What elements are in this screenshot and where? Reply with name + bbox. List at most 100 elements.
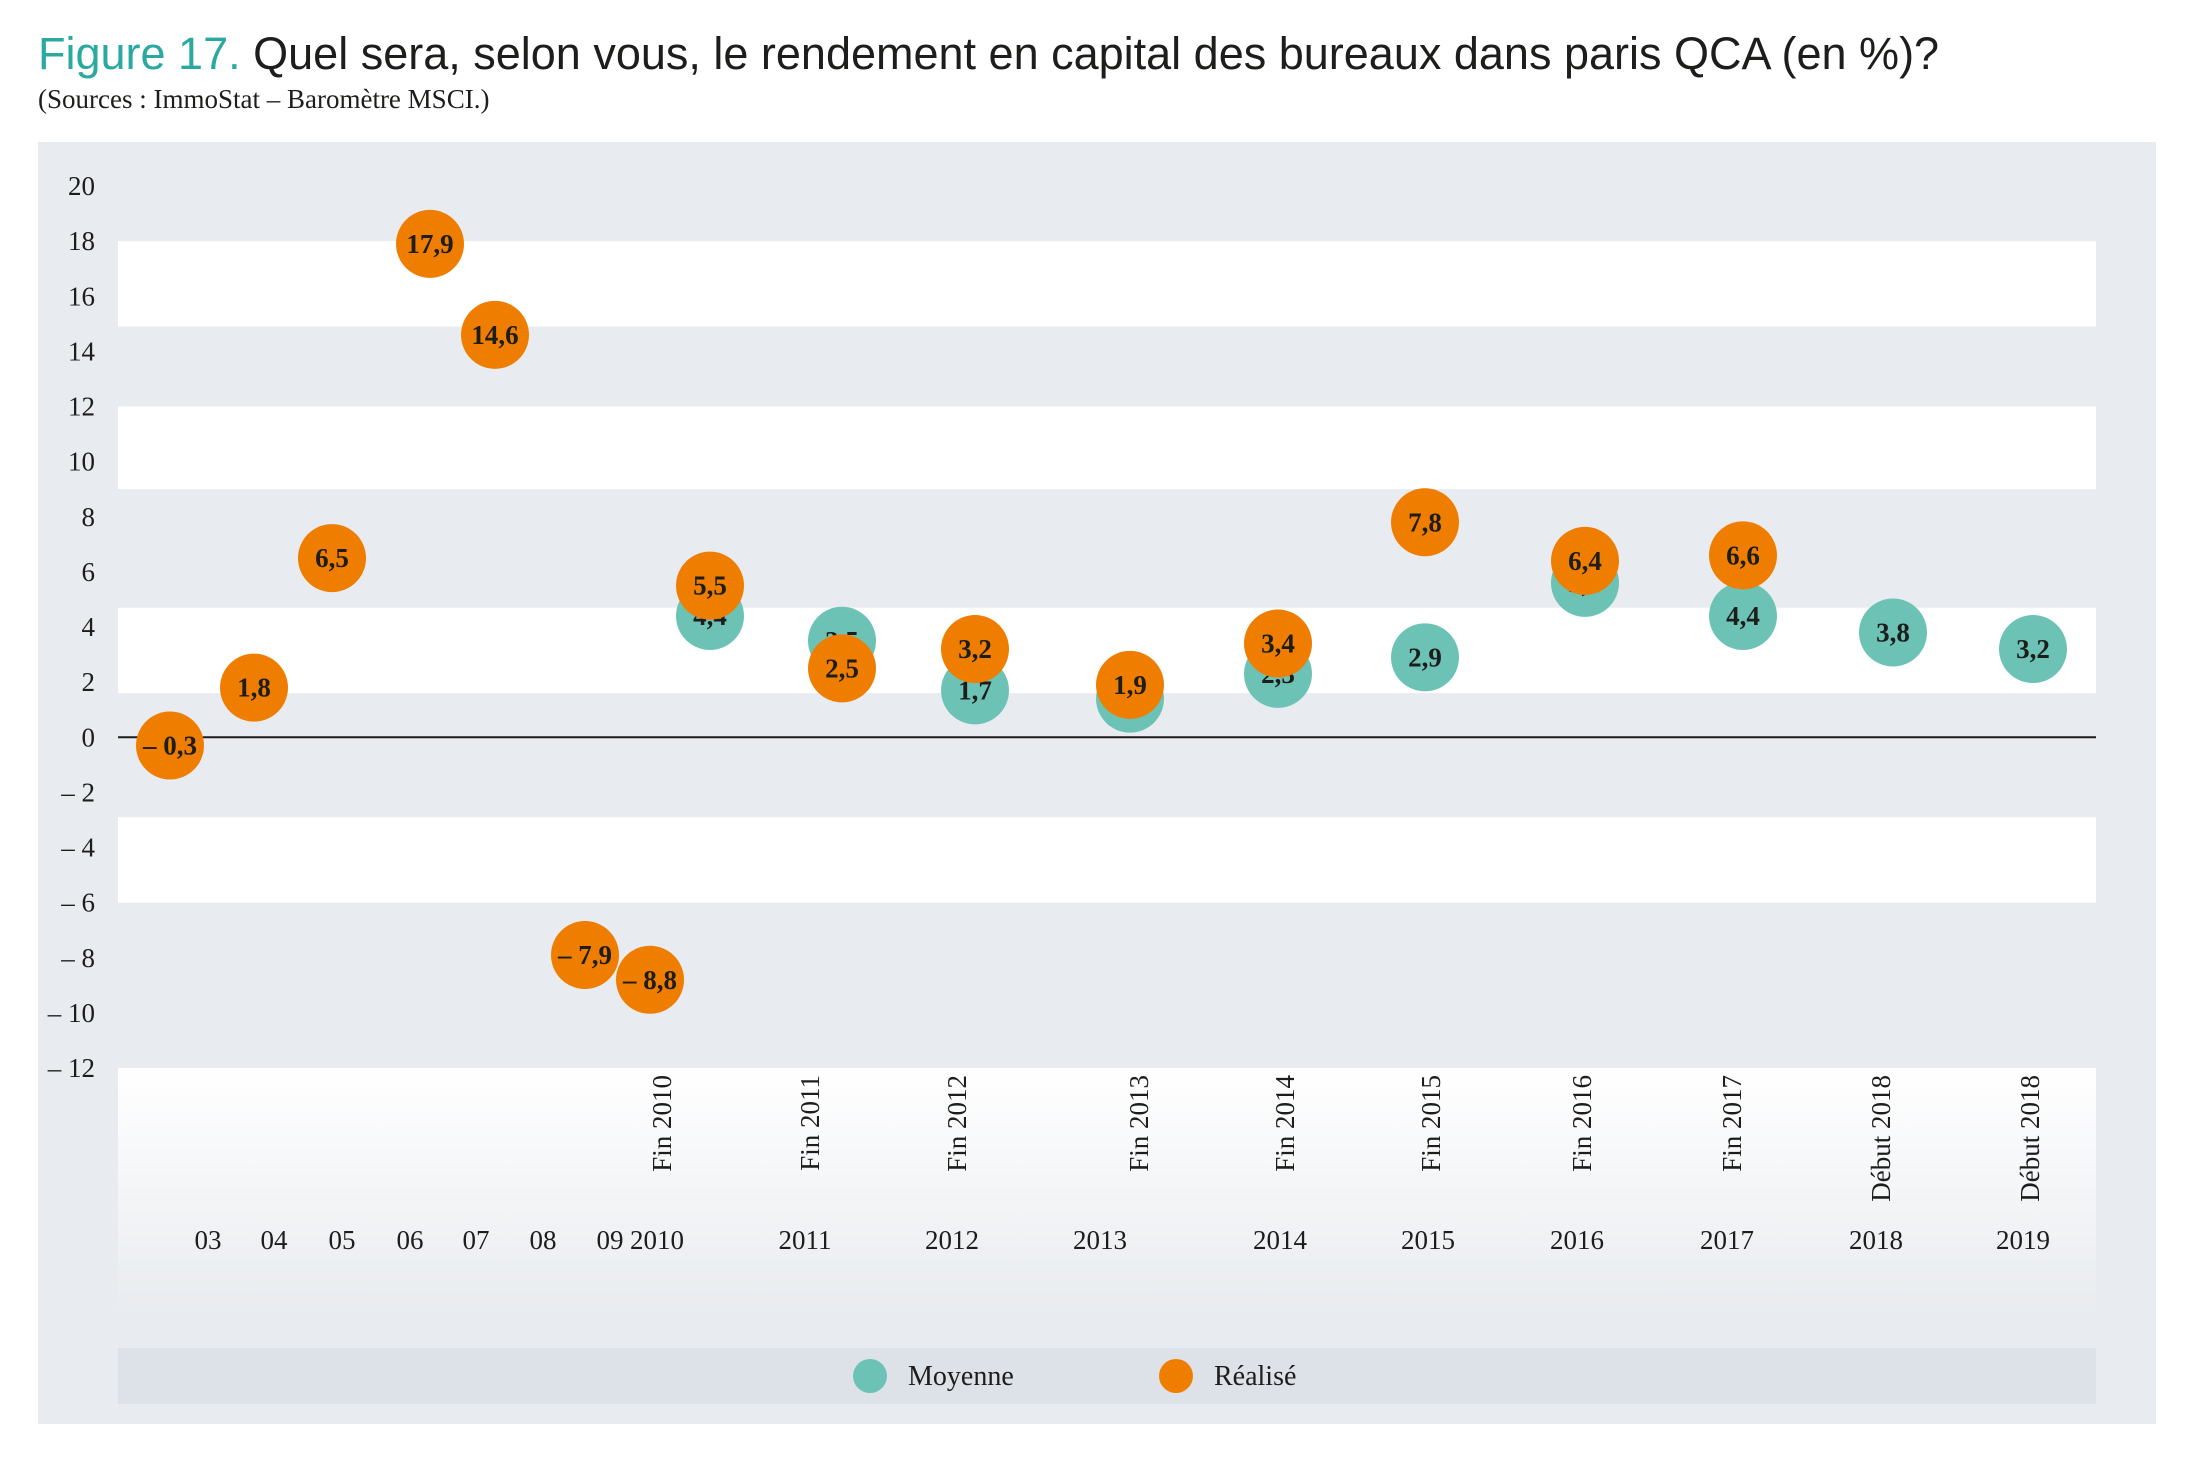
x-tick-label: 05 [329, 1225, 356, 1255]
realise-point [1244, 609, 1312, 678]
x-tick-label: 2015 [1401, 1225, 1455, 1255]
legend: Moyenne Réalisé [853, 1359, 1296, 1393]
moyenne-point [1999, 615, 2067, 684]
moyenne-point [1391, 623, 1459, 692]
realise-point [1709, 521, 1777, 590]
x-tick-label: 2016 [1550, 1225, 1604, 1255]
x-axis-area [118, 1068, 2096, 1318]
survey-label: Début 2018 [2015, 1075, 2045, 1202]
survey-label: Fin 2016 [1567, 1075, 1597, 1172]
survey-label: Fin 2015 [1416, 1075, 1446, 1172]
realise-data-label: 1,9 [1113, 670, 1147, 700]
realise-data-label: – 8,8 [622, 965, 677, 995]
survey-label: Fin 2010 [647, 1075, 677, 1172]
y-tick-label: – 6 [60, 888, 95, 918]
realise-data-label: 5,5 [693, 571, 727, 601]
moyenne-point [1709, 581, 1777, 650]
y-tick-label: – 10 [47, 998, 95, 1028]
realise-point [808, 634, 876, 703]
realise-data-label: 6,6 [1726, 540, 1760, 570]
moyenne-data-label: 3,2 [2016, 634, 2050, 664]
realise-point [941, 615, 1009, 684]
source-note: (Sources : ImmoStat – Baromètre MSCI.) [38, 84, 490, 114]
realise-data-label: 17,9 [406, 229, 453, 259]
y-tick-label: 12 [68, 392, 95, 422]
y-tick-label: – 12 [47, 1053, 95, 1083]
realise-data-label: 1,8 [237, 673, 271, 703]
band-1 [118, 406, 2096, 490]
band-group [118, 241, 2096, 903]
realise-point [676, 551, 744, 620]
realise-point [136, 711, 204, 780]
y-tick-label: 20 [68, 171, 95, 201]
realise-data-label: 3,4 [1261, 629, 1295, 659]
points-group: 4,43,51,71,42,32,95,64,43,83,2– 0,31,86,… [136, 209, 2067, 1014]
x-tick-label: 2012 [925, 1225, 979, 1255]
legend-label: Moyenne [908, 1361, 1014, 1392]
legend-label: Réalisé [1214, 1361, 1296, 1392]
legend-swatch-realise [1159, 1359, 1193, 1393]
y-tick-label: 18 [68, 226, 95, 256]
x-tick-label: 07 [463, 1225, 490, 1255]
realise-data-label: 14,6 [471, 320, 518, 350]
y-tick-label: 14 [68, 336, 96, 366]
survey-label: Fin 2017 [1717, 1075, 1747, 1172]
realise-data-label: – 7,9 [557, 940, 612, 970]
y-tick-label: 0 [82, 722, 96, 752]
x-tick-label: 2010 [630, 1225, 684, 1255]
survey-label: Fin 2012 [942, 1075, 972, 1172]
x-axis: 03 04 05 06 07 08 09 2010 2011 2012 2013 2014 2015 20… [195, 1225, 2051, 1255]
y-tick-label: – 4 [60, 833, 95, 863]
legend-swatch-moyenne [853, 1359, 887, 1393]
realise-data-label: 6,4 [1568, 546, 1602, 576]
realise-point [1391, 488, 1459, 557]
realise-data-label: 6,5 [315, 543, 349, 573]
moyenne-point [1859, 598, 1927, 667]
realise-point [396, 209, 464, 278]
legend-band [118, 1348, 2096, 1404]
x-tick-label: 2013 [1073, 1225, 1127, 1255]
survey-label: Fin 2011 [795, 1075, 825, 1171]
moyenne-data-label: 2,9 [1408, 642, 1442, 672]
survey-label-group: Fin 2010 Fin 2011 Fin 2012 Fin 2013 Fin 2014… [647, 1075, 2045, 1202]
y-tick-label: 10 [68, 447, 95, 477]
realise-data-label: 7,8 [1408, 507, 1442, 537]
band-3 [118, 817, 2096, 903]
realise-data-label: 3,2 [958, 634, 992, 664]
x-tick-label: 2011 [779, 1225, 832, 1255]
y-tick-label: – 2 [60, 777, 95, 807]
figure-label: Figure 17. [38, 28, 241, 79]
survey-label: Début 2018 [1866, 1075, 1896, 1202]
survey-label: Fin 2013 [1124, 1075, 1154, 1172]
realise-point [1096, 650, 1164, 719]
y-tick-label: 8 [82, 502, 96, 532]
y-tick-label: 6 [82, 557, 96, 587]
moyenne-data-label: 4,4 [1726, 601, 1760, 631]
survey-label: Fin 2014 [1270, 1075, 1300, 1172]
x-tick-label: 09 [597, 1225, 624, 1255]
y-tick-label: – 8 [60, 943, 95, 973]
x-tick-label: 2014 [1253, 1225, 1308, 1255]
realise-point [220, 653, 288, 722]
x-tick-label: 06 [397, 1225, 424, 1255]
realise-point [298, 524, 366, 593]
y-tick-label: 2 [82, 667, 96, 697]
page-title: Figure 17. Quel sera, selon vous, le ren… [38, 28, 1939, 80]
x-tick-label: 2017 [1700, 1225, 1754, 1255]
realise-point [616, 945, 684, 1014]
figure-title: Quel sera, selon vous, le rendement en c… [253, 28, 1940, 79]
realise-point [461, 300, 529, 369]
x-tick-label: 2018 [1849, 1225, 1903, 1255]
realise-point [551, 920, 619, 989]
x-tick-label: 04 [261, 1225, 289, 1255]
realise-data-label: 2,5 [825, 653, 859, 683]
y-tick-label: 16 [68, 281, 95, 311]
realise-point [1551, 526, 1619, 595]
x-tick-label: 03 [195, 1225, 222, 1255]
moyenne-data-label: 3,8 [1876, 618, 1910, 648]
y-tick-label: 4 [82, 612, 96, 642]
x-tick-label: 2019 [1996, 1225, 2050, 1255]
x-tick-label: 08 [530, 1225, 557, 1255]
